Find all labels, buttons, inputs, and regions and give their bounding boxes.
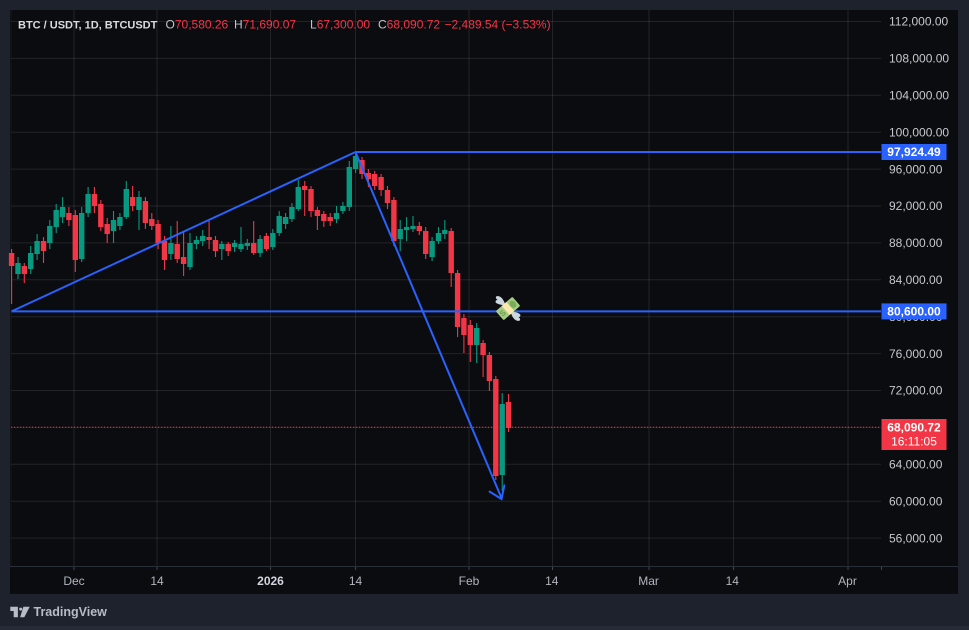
svg-text:S: S (498, 308, 508, 319)
svg-text:Apr: Apr (838, 574, 857, 588)
svg-text:56,000.00: 56,000.00 (889, 531, 943, 545)
svg-text:76,000.00: 76,000.00 (889, 347, 943, 361)
svg-text:108,000.00: 108,000.00 (889, 52, 949, 66)
svg-text:100,000.00: 100,000.00 (889, 125, 949, 139)
svg-text:Feb: Feb (459, 574, 480, 588)
svg-text:68,090.72: 68,090.72 (887, 421, 941, 435)
svg-text:14: 14 (545, 574, 559, 588)
svg-text:88,000.00: 88,000.00 (889, 236, 943, 250)
svg-text:80,600.00: 80,600.00 (887, 304, 941, 318)
svg-text:60,000.00: 60,000.00 (889, 494, 943, 508)
svg-text:2026: 2026 (257, 574, 284, 588)
svg-text:TradingView: TradingView (34, 605, 108, 619)
svg-text:104,000.00: 104,000.00 (889, 89, 949, 103)
svg-text:97,924.49: 97,924.49 (887, 145, 941, 159)
svg-text:14: 14 (726, 574, 740, 588)
svg-text:112,000.00: 112,000.00 (889, 15, 948, 29)
svg-text:72,000.00: 72,000.00 (889, 384, 943, 398)
svg-text:Mar: Mar (638, 574, 659, 588)
svg-text:Dec: Dec (63, 574, 84, 588)
svg-text:92,000.00: 92,000.00 (889, 199, 943, 213)
svg-text:64,000.00: 64,000.00 (889, 458, 943, 472)
svg-text:14: 14 (349, 574, 363, 588)
svg-text:84,000.00: 84,000.00 (889, 273, 943, 287)
svg-text:14: 14 (150, 574, 164, 588)
svg-text:16:11:05: 16:11:05 (891, 435, 937, 449)
svg-text:96,000.00: 96,000.00 (889, 162, 943, 176)
